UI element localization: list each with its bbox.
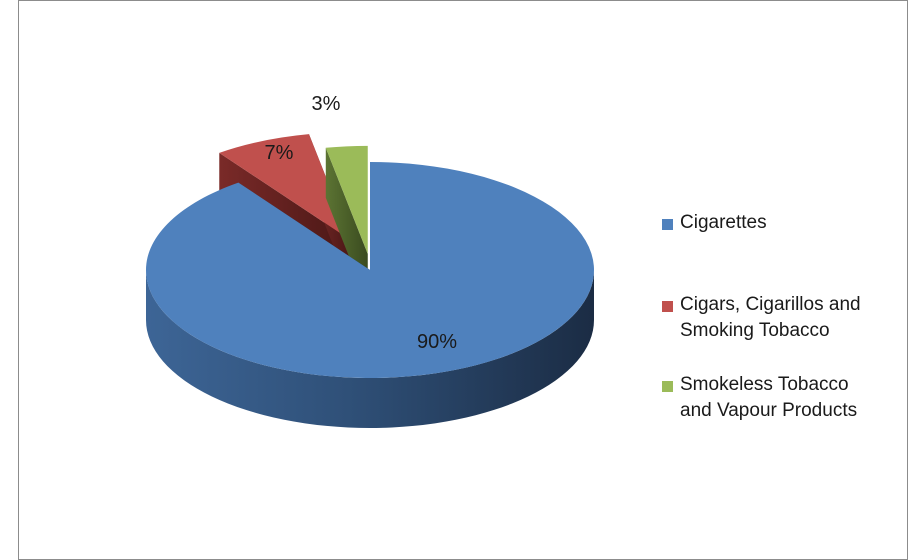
legend-label-cigars-line1: Cigars, Cigarillos and — [680, 294, 861, 315]
legend-label-cigars-line2: Smoking Tobacco — [680, 320, 830, 341]
legend-label-cigarettes: Cigarettes — [680, 210, 900, 236]
legend-label-smokeless-line2: and Vapour Products — [680, 400, 858, 421]
pie-side-cigarettes — [146, 270, 594, 428]
pie-slice-cigars — [219, 134, 351, 241]
data-label-smokeless: 3% — [312, 93, 341, 115]
legend-swatch-smokeless — [662, 381, 673, 392]
legend-swatch-cigars — [662, 301, 673, 312]
pie-slice-smokeless — [325, 145, 368, 254]
chart-frame: 90% 7% 3% Cigarettes Cigars, Cigarillos an… — [18, 0, 908, 560]
data-label-cigars: 7% — [265, 142, 294, 164]
legend-label-smokeless: Smokeless Tobacco and Vapour Products — [680, 372, 900, 424]
pie-slice-cigarettes — [145, 162, 594, 378]
data-label-cigarettes: 90% — [417, 331, 457, 353]
legend-label-cigars: Cigars, Cigarillos and Smoking Tobacco — [680, 292, 900, 344]
legend-label-cigarettes-line1: Cigarettes — [680, 212, 767, 233]
chart-legend: Cigarettes Cigars, Cigarillos and Smokin… — [662, 0, 902, 543]
legend-label-smokeless-line1: Smokeless Tobacco — [680, 374, 849, 395]
legend-swatch-cigarettes — [662, 219, 673, 230]
pie-chart: 90% 7% 3% — [145, 93, 594, 428]
